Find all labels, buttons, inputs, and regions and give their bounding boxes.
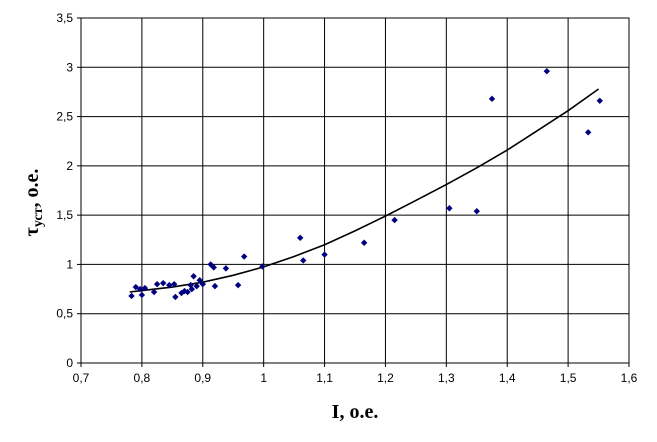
data-point <box>391 216 398 224</box>
x-tick-label: 1,1 <box>316 371 333 385</box>
y-axis-ticks: 0 0,5 1 1,5 2 2,5 3 3,5 <box>56 11 81 370</box>
x-tick-label: 1,2 <box>377 371 394 385</box>
data-point <box>184 288 191 296</box>
y-axis-label-subscript: уст <box>31 207 46 227</box>
data-point <box>585 129 592 136</box>
data-point <box>199 280 206 288</box>
data-point <box>297 234 304 242</box>
data-point <box>207 261 214 268</box>
data-point <box>188 285 196 293</box>
x-tick-label: 1,3 <box>438 371 455 385</box>
data-point <box>488 95 496 103</box>
data-point <box>321 251 328 258</box>
x-tick-label: 1,6 <box>621 371 638 385</box>
x-tick-label: 0,8 <box>134 371 151 385</box>
data-point <box>543 68 550 75</box>
data-point <box>181 287 188 295</box>
data-point <box>196 277 203 284</box>
data-point <box>473 208 480 215</box>
data-point <box>172 293 179 301</box>
data-point <box>170 280 178 288</box>
data-point <box>193 282 200 290</box>
data-point <box>153 280 161 288</box>
data-point <box>222 265 230 272</box>
x-tick-label: 0,7 <box>73 371 90 385</box>
data-point <box>128 292 135 300</box>
data-point <box>136 285 144 293</box>
data-point <box>234 281 242 289</box>
data-point <box>240 253 248 260</box>
data-point <box>596 97 603 104</box>
y-tick-label: 1,5 <box>56 208 73 222</box>
y-tick-label: 2 <box>66 159 73 173</box>
plot-area <box>80 17 630 364</box>
data-point <box>190 273 197 280</box>
y-tick-label: 3,5 <box>56 11 73 25</box>
data-points <box>128 68 603 301</box>
y-tick-label: 3 <box>66 60 73 74</box>
x-tick-label: 1,4 <box>499 371 516 385</box>
y-axis-label-main: τ <box>21 227 43 236</box>
data-point <box>300 257 307 264</box>
data-point <box>166 281 173 289</box>
data-point <box>141 284 149 292</box>
data-point <box>210 264 217 271</box>
y-tick-label: 1 <box>66 257 73 271</box>
y-tick-label: 2,5 <box>56 110 73 124</box>
data-point <box>259 263 266 270</box>
data-point <box>160 279 167 287</box>
y-tick-label: 0 <box>66 356 73 370</box>
y-axis-label-suffix: , о.е. <box>21 169 43 208</box>
x-tick-label: 1 <box>260 371 267 385</box>
data-point <box>150 288 158 296</box>
y-axis-label: τуст, о.е. <box>21 169 46 237</box>
data-point <box>211 282 219 290</box>
x-axis-label: I, о.е. <box>332 401 379 423</box>
data-point <box>446 205 453 212</box>
x-axis-ticks: 0,7 0,8 0,9 1 1,1 1,2 1,3 1,4 1,5 1,6 <box>73 363 638 385</box>
x-tick-label: 0,9 <box>194 371 211 385</box>
data-point <box>138 291 146 299</box>
data-point <box>360 239 368 246</box>
y-tick-label: 0,5 <box>56 307 73 321</box>
x-tick-label: 1,5 <box>560 371 577 385</box>
trend-line <box>129 88 600 293</box>
